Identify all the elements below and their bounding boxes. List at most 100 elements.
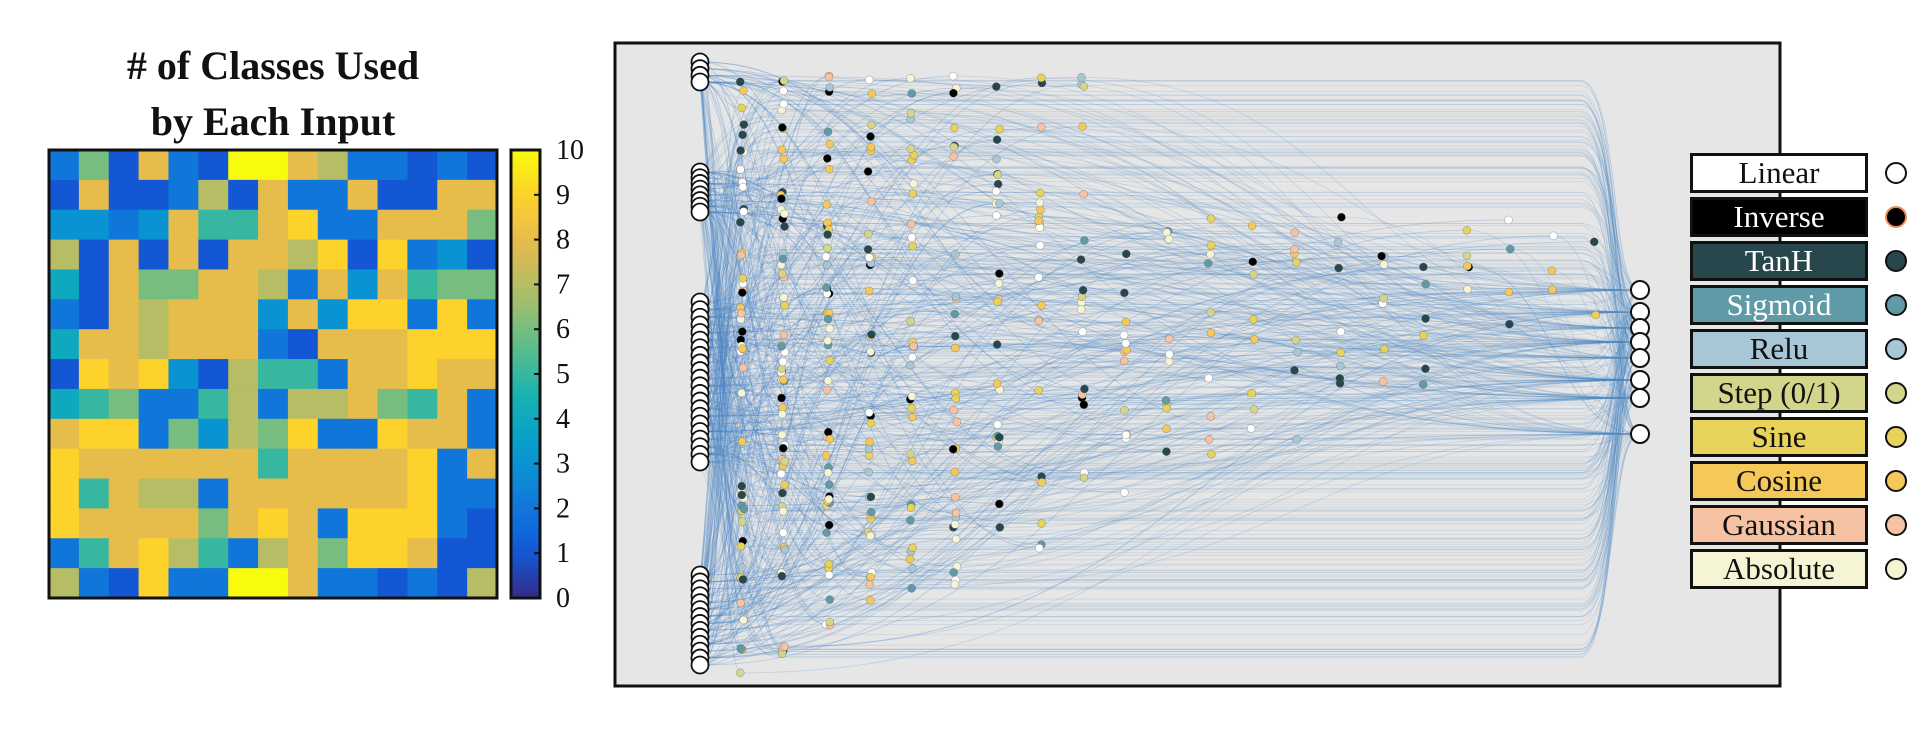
network-edge	[699, 354, 829, 569]
network-edge	[699, 379, 1641, 638]
network-edge	[699, 289, 1084, 379]
network-edge	[699, 379, 1641, 659]
hidden-node	[822, 385, 832, 395]
hidden-node	[739, 86, 748, 95]
hidden-node	[906, 109, 916, 118]
network-edge	[699, 81, 1641, 359]
heatmap-cell	[407, 359, 438, 390]
heatmap-cell	[347, 448, 379, 480]
hidden-node	[825, 356, 834, 365]
network-edge	[699, 95, 1641, 603]
hidden-node	[992, 379, 1002, 388]
network-edge	[699, 267, 1339, 318]
network-edge	[1295, 339, 1641, 381]
hidden-node	[825, 595, 834, 604]
network-edge	[910, 341, 1641, 553]
network-edges	[699, 61, 1641, 674]
hidden-node	[1378, 377, 1388, 386]
network-edge	[996, 203, 1641, 399]
heatmap-cell	[198, 418, 229, 450]
network-edge	[1081, 301, 1641, 399]
network-edge	[699, 316, 913, 347]
network-edge	[782, 433, 1641, 460]
network-edge	[699, 86, 997, 207]
heatmap-cell	[228, 568, 259, 599]
heatmap-cell	[377, 179, 408, 211]
network-edge	[699, 362, 1641, 519]
network-edge	[699, 171, 1641, 617]
heatmap-cell	[437, 209, 468, 241]
network-edge	[699, 444, 785, 666]
hidden-node	[1336, 361, 1345, 371]
network-edge	[699, 200, 1641, 473]
network-edge	[699, 236, 1641, 402]
network-edge	[699, 446, 1040, 481]
network-edge	[699, 451, 1167, 576]
hidden-node	[1121, 339, 1130, 348]
network-edge	[699, 81, 783, 409]
heatmap-cell	[168, 150, 199, 181]
hidden-node	[948, 71, 958, 81]
hidden-node	[952, 508, 961, 518]
network-edge	[699, 74, 872, 258]
network-edge	[912, 193, 1641, 313]
hidden-node	[825, 83, 834, 92]
network-edge	[1081, 296, 1641, 435]
network-edge	[783, 276, 1641, 359]
legend-node-swatch-icon	[1885, 470, 1907, 492]
hidden-node	[779, 330, 789, 340]
hidden-node	[906, 317, 915, 326]
heatmap-cell	[198, 568, 229, 599]
hidden-node	[738, 130, 747, 139]
network-edge	[699, 349, 1127, 617]
hidden-node	[995, 199, 1004, 208]
hidden-node	[951, 332, 960, 341]
heatmap-cell	[437, 299, 468, 330]
network-edge	[743, 311, 1641, 507]
hidden-node	[825, 324, 834, 333]
network-edge	[1252, 225, 1641, 291]
network-edge	[699, 193, 913, 311]
network-edge	[699, 347, 1641, 475]
network-edge	[699, 119, 1641, 313]
network-edge	[784, 213, 1641, 435]
network-edge	[997, 139, 1641, 381]
network-edge	[699, 167, 1641, 291]
legend-node-swatch-icon	[1885, 294, 1907, 316]
heatmap-cell	[347, 269, 379, 300]
network-edge	[741, 341, 1641, 506]
network-edge	[699, 309, 998, 437]
hidden-node	[1034, 216, 1043, 225]
colorbar-tick-label: 9	[556, 180, 570, 211]
network-edge	[870, 336, 1641, 399]
network-edge	[699, 211, 1340, 379]
network-edge	[740, 311, 1641, 341]
hidden-node	[866, 596, 875, 605]
heatmap-cell	[228, 329, 259, 360]
hidden-node	[1336, 348, 1345, 357]
network-edge	[829, 168, 1641, 435]
network-edge	[699, 496, 830, 597]
network-edge	[699, 347, 829, 433]
hidden-node	[1164, 357, 1174, 366]
network-edge	[699, 203, 1641, 617]
hidden-node	[906, 220, 916, 229]
heatmap-cell	[108, 388, 140, 420]
network-edge	[781, 194, 1641, 381]
network-edge	[699, 75, 1641, 305]
network-edge	[742, 327, 1641, 443]
network-edge	[699, 461, 912, 509]
network-edge	[699, 223, 1641, 455]
network-edge	[699, 346, 914, 604]
heatmap-cell	[347, 568, 379, 599]
hidden-node	[738, 182, 748, 192]
network-edge	[1038, 216, 1641, 399]
network-edge	[699, 128, 784, 184]
network-edge	[699, 61, 1641, 554]
heatmap-cell	[287, 478, 319, 509]
network-edge	[699, 211, 1426, 285]
network-edge	[826, 397, 1641, 456]
hidden-node	[736, 146, 745, 155]
network-edge	[699, 327, 1641, 617]
network-edge	[910, 341, 1641, 366]
